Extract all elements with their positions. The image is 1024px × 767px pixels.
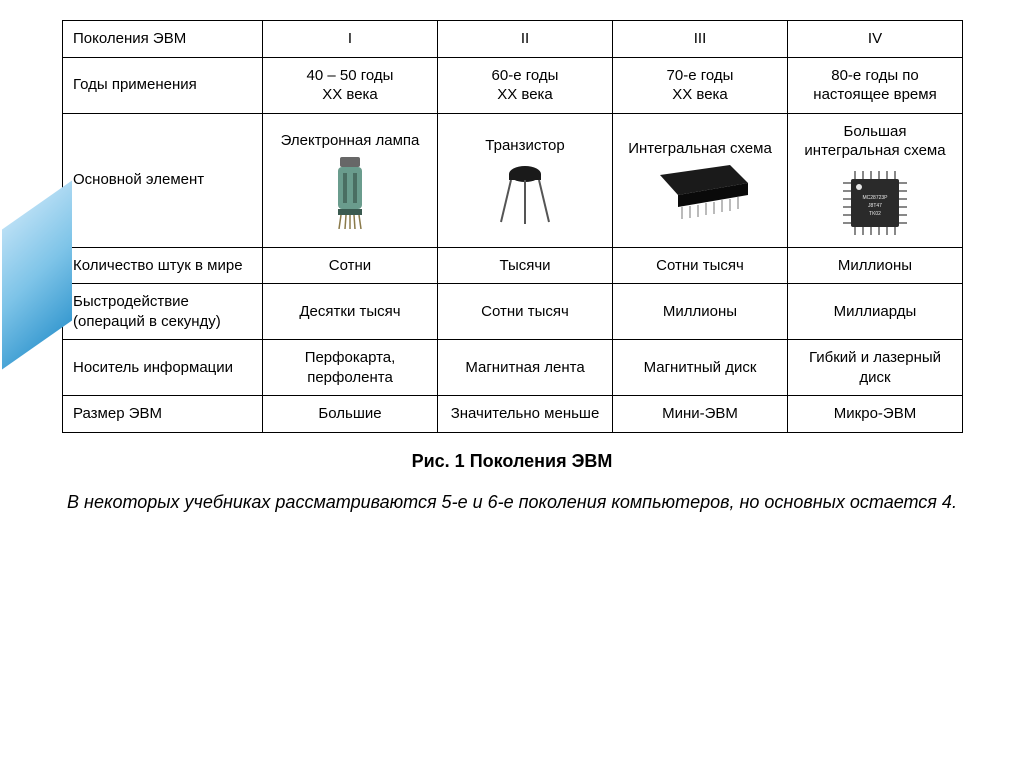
cell: Электронная лампа	[263, 113, 438, 247]
cell: Интегральная схема	[613, 113, 788, 247]
cell: Миллиарды	[788, 284, 963, 340]
cell: Тысячи	[438, 247, 613, 284]
element-label: Интегральная схема	[619, 139, 781, 159]
cell: Микро-ЭВМ	[788, 396, 963, 433]
figure-caption: Рис. 1 Поколения ЭВМ	[62, 451, 962, 472]
header-label: Поколения ЭВМ	[63, 21, 263, 58]
cell: Значительно меньше	[438, 396, 613, 433]
table-row: Быстродействие (операций в секунду) Деся…	[63, 284, 963, 340]
cell: Сотни	[263, 247, 438, 284]
cell: 40 – 50 годыXX века	[263, 57, 438, 113]
cell: 60-е годыXX века	[438, 57, 613, 113]
transistor-icon	[495, 162, 555, 224]
cell: Гибкий и лазерный диск	[788, 340, 963, 396]
svg-text:MC28723P: MC28723P	[862, 195, 888, 201]
figure-note: В некоторых учебниках рассматриваются 5-…	[62, 490, 962, 515]
cell: Миллионы	[788, 247, 963, 284]
element-label: Электронная лампа	[269, 131, 431, 151]
row-label: Носитель информации	[63, 340, 263, 396]
cell: Сотни тысяч	[613, 247, 788, 284]
cell: Десятки тысяч	[263, 284, 438, 340]
cell: Магнитная лента	[438, 340, 613, 396]
table-row: Размер ЭВМ Большие Значительно меньше Ми…	[63, 396, 963, 433]
ic-chip-icon	[650, 165, 750, 221]
cell: Большая интегральная схема MC28723P J8T4…	[788, 113, 963, 247]
cell: 80-е годы по настоящее время	[788, 57, 963, 113]
svg-text:TK02: TK02	[869, 211, 881, 217]
element-label: Большая интегральная схема	[794, 122, 956, 161]
table-row: Основной элемент Электронная лампа	[63, 113, 963, 247]
row-label: Основной элемент	[63, 113, 263, 247]
vacuum-tube-icon	[329, 157, 371, 229]
row-label: Размер ЭВМ	[63, 396, 263, 433]
col-2: II	[438, 21, 613, 58]
table-row: Годы применения 40 – 50 годыXX века 60-е…	[63, 57, 963, 113]
col-4: IV	[788, 21, 963, 58]
row-label: Количество штук в мире	[63, 247, 263, 284]
col-3: III	[613, 21, 788, 58]
generations-table: Поколения ЭВМ I II III IV Годы применени…	[62, 20, 963, 433]
cell: Магнитный диск	[613, 340, 788, 396]
cell: Перфокарта, перфолента	[263, 340, 438, 396]
cell: Мини-ЭВМ	[613, 396, 788, 433]
table-row: Носитель информации Перфокарта, перфолен…	[63, 340, 963, 396]
cell: Миллионы	[613, 284, 788, 340]
table-row: Количество штук в мире Сотни Тысячи Сотн…	[63, 247, 963, 284]
cell: Большие	[263, 396, 438, 433]
svg-text:J8T47: J8T47	[868, 203, 882, 209]
cell: Сотни тысяч	[438, 284, 613, 340]
cell: 70-е годыXX века	[613, 57, 788, 113]
cell: Транзистор	[438, 113, 613, 247]
row-label: Годы применения	[63, 57, 263, 113]
lsi-chip-icon: MC28723P J8T47 TK02	[839, 167, 911, 239]
row-label: Быстродействие (операций в секунду)	[63, 284, 263, 340]
col-1: I	[263, 21, 438, 58]
element-label: Транзистор	[444, 136, 606, 156]
table-header-row: Поколения ЭВМ I II III IV	[63, 21, 963, 58]
